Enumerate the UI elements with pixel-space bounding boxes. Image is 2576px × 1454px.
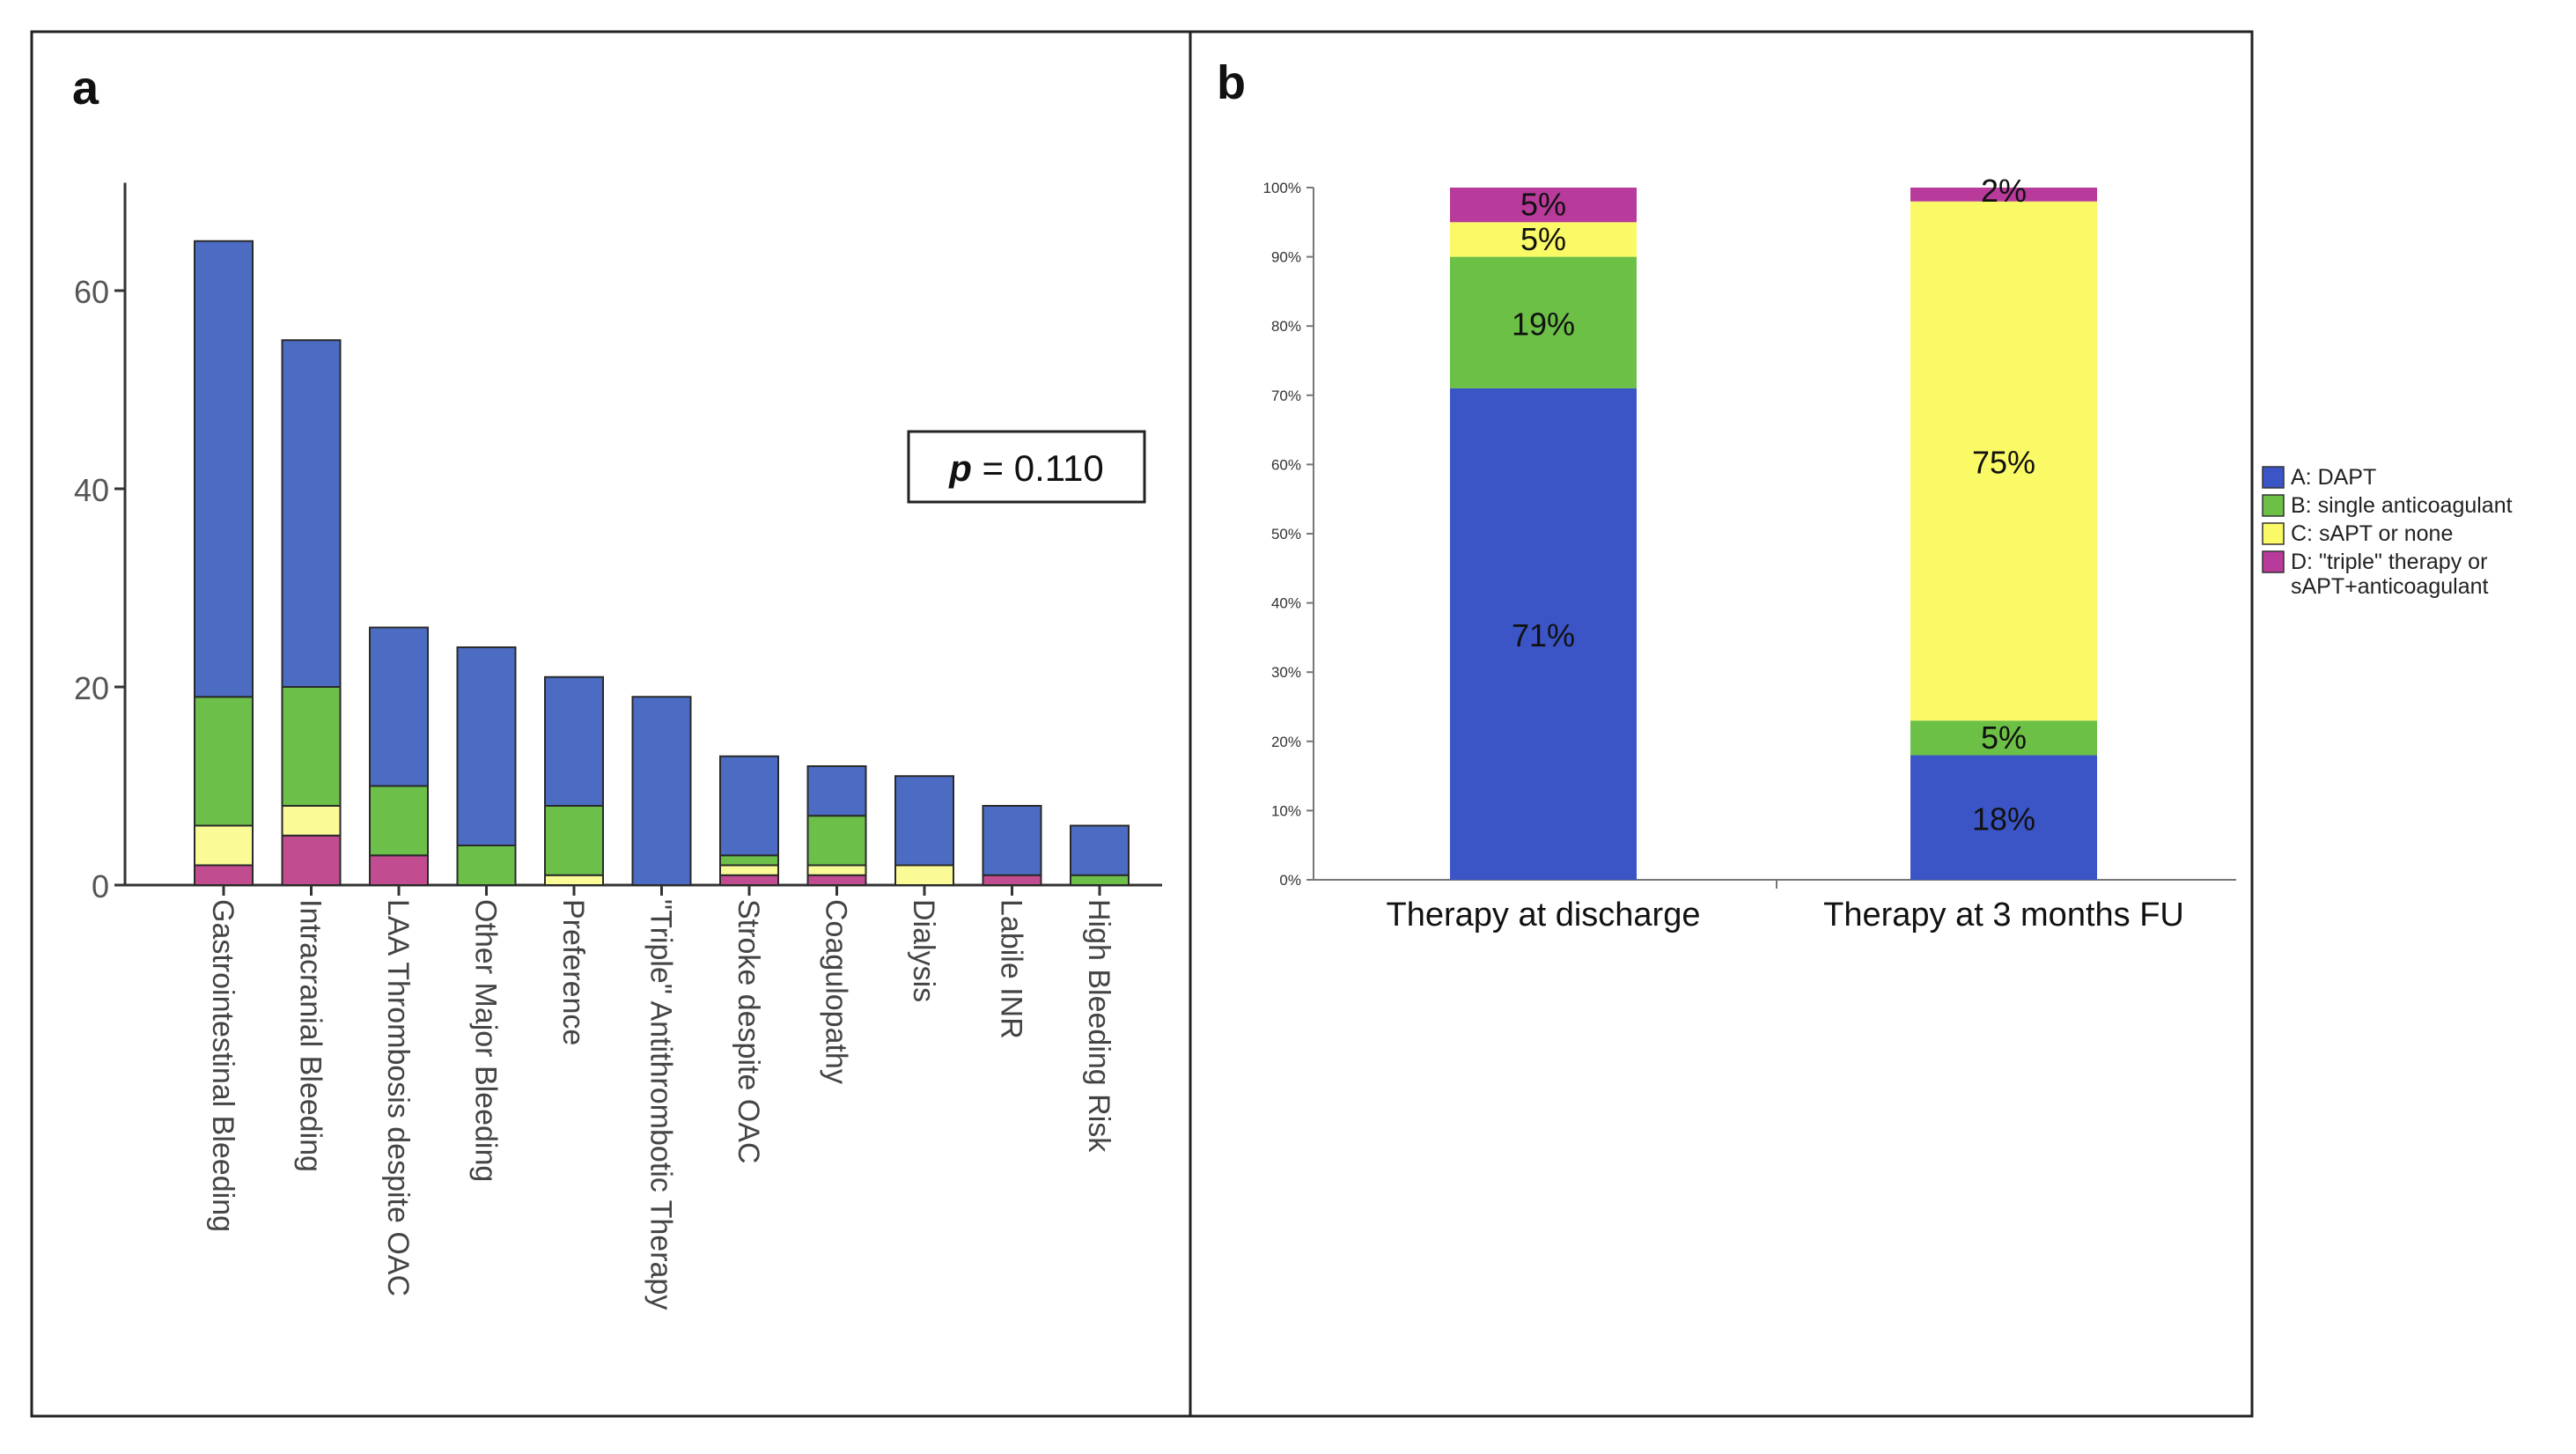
bar-segment [1910, 201, 2097, 721]
bar-segment [194, 240, 254, 698]
p-value-italic: p [948, 447, 972, 489]
bar-segment [369, 785, 429, 857]
bar-segment [982, 874, 1042, 886]
x-category-label: Stroke despite OAC [732, 899, 765, 1163]
x-category-label: Intracranial Bleeding [294, 899, 328, 1172]
bar-segment [194, 864, 254, 886]
data-label: 75% [1972, 444, 2035, 480]
x-category-label: "Triple" Antithrombotic Therapy [644, 899, 678, 1310]
bar-segment [281, 805, 342, 837]
data-label: 2% [1981, 173, 2027, 209]
bar-segment [982, 805, 1042, 876]
x-category-label: Coagulopathy [820, 899, 853, 1084]
x-category-label: Gastrointestinal Bleeding [206, 899, 239, 1232]
bar-segment [1450, 256, 1637, 388]
bar-segment [806, 864, 867, 876]
bar-segment [194, 824, 254, 867]
bar-segment [1910, 188, 2097, 202]
bar-segment [806, 765, 867, 817]
bar-segment [631, 696, 692, 886]
x-category-label: High Bleeding Risk [1082, 899, 1115, 1153]
y-tick-label: 80% [1271, 318, 1301, 335]
bar-segment [544, 805, 604, 876]
y-tick-label: 20% [1271, 734, 1301, 750]
p-value-annotation: p = 0.110 [907, 430, 1146, 504]
bar-segment [1450, 222, 1637, 257]
bar-segment [719, 854, 779, 867]
bar-segment [806, 874, 867, 886]
panel-b-chart: 0% 10% 20% 30% 40% 50% 60% 70% 80% 90% 100% 71% 19% 5… [1263, 173, 2236, 934]
panel-b-frame [1189, 30, 2254, 1418]
bar-segment [281, 686, 342, 807]
p-value-rest: = 0.110 [972, 447, 1104, 489]
data-label: 5% [1520, 221, 1566, 257]
panel-b-label: b [1217, 56, 1246, 109]
bar-segment [544, 675, 604, 807]
y-tick-label: 40% [1271, 595, 1301, 612]
bar-segment [1910, 720, 2097, 756]
bar-segment [1070, 824, 1130, 876]
x-category-label: LAA Thrombosis despite OAC [381, 899, 415, 1296]
data-label: 5% [1520, 187, 1566, 223]
y-tick-label: 40 [74, 472, 109, 508]
panel-a-label: a [72, 62, 99, 114]
data-label: 5% [1981, 720, 2027, 756]
bar-segment [281, 834, 342, 886]
bar-segment [456, 845, 517, 886]
y-tick-label: 100% [1263, 180, 1301, 196]
bar-segment [194, 696, 254, 827]
x-category-label: Dialysis [907, 899, 940, 1002]
bar-segment [544, 874, 604, 886]
legend-swatch [2262, 494, 2285, 517]
legend-label: A: DAPT [2291, 465, 2376, 490]
bar-segment [719, 755, 779, 857]
bar-segment [719, 874, 779, 886]
data-label: 71% [1512, 617, 1575, 653]
y-tick-label: 30% [1271, 664, 1301, 681]
bar-segment [894, 864, 954, 886]
y-tick-label: 90% [1271, 249, 1301, 266]
legend-swatch [2262, 550, 2285, 573]
bar-segment [456, 646, 517, 846]
bar-segment [806, 815, 867, 867]
x-category-label: Therapy at discharge [1387, 897, 1701, 934]
legend: A: DAPT B: single anticoagulant C: sAPT or… [2262, 465, 2513, 599]
x-category-label: Preference [556, 899, 590, 1045]
y-tick-label: 20 [74, 670, 109, 706]
x-category-label: Therapy at 3 months FU [1823, 897, 2184, 934]
p-value-box [907, 430, 1146, 504]
y-tick-label: 60 [74, 274, 109, 310]
p-value-text: p = 0.110 [948, 447, 1104, 489]
y-tick-label: 0 [92, 868, 109, 904]
bar-segment [894, 775, 954, 867]
legend-label: sAPT+anticoagulant [2291, 574, 2489, 599]
panel-a-chart: 0 20 40 60 Gastrointestinal Bleeding Intracra… [74, 182, 1162, 1310]
x-category-label: Labile INR [995, 899, 1028, 1039]
legend-swatch [2262, 522, 2285, 545]
y-tick-label: 60% [1271, 456, 1301, 473]
bar-segment [1910, 755, 2097, 880]
bar-segment [369, 626, 429, 787]
y-tick-label: 50% [1271, 526, 1301, 542]
data-label: 19% [1512, 306, 1575, 342]
legend-label: B: single anticoagulant [2291, 493, 2513, 518]
y-tick-label: 0% [1279, 872, 1301, 889]
bar-segment [369, 854, 429, 886]
y-tick-label: 70% [1271, 387, 1301, 404]
bar-segment [719, 864, 779, 876]
legend-label: D: "triple" therapy or [2291, 550, 2487, 574]
bar-segment [1450, 387, 1637, 880]
data-label: 18% [1972, 801, 2035, 837]
legend-label: C: sAPT or none [2291, 521, 2453, 546]
bar-segment [1070, 874, 1130, 886]
x-category-label: Other Major Bleeding [469, 899, 503, 1182]
legend-swatch [2262, 466, 2285, 489]
bar-segment [1450, 188, 1637, 223]
y-tick-label: 10% [1271, 802, 1301, 819]
bar-segment [281, 339, 342, 688]
